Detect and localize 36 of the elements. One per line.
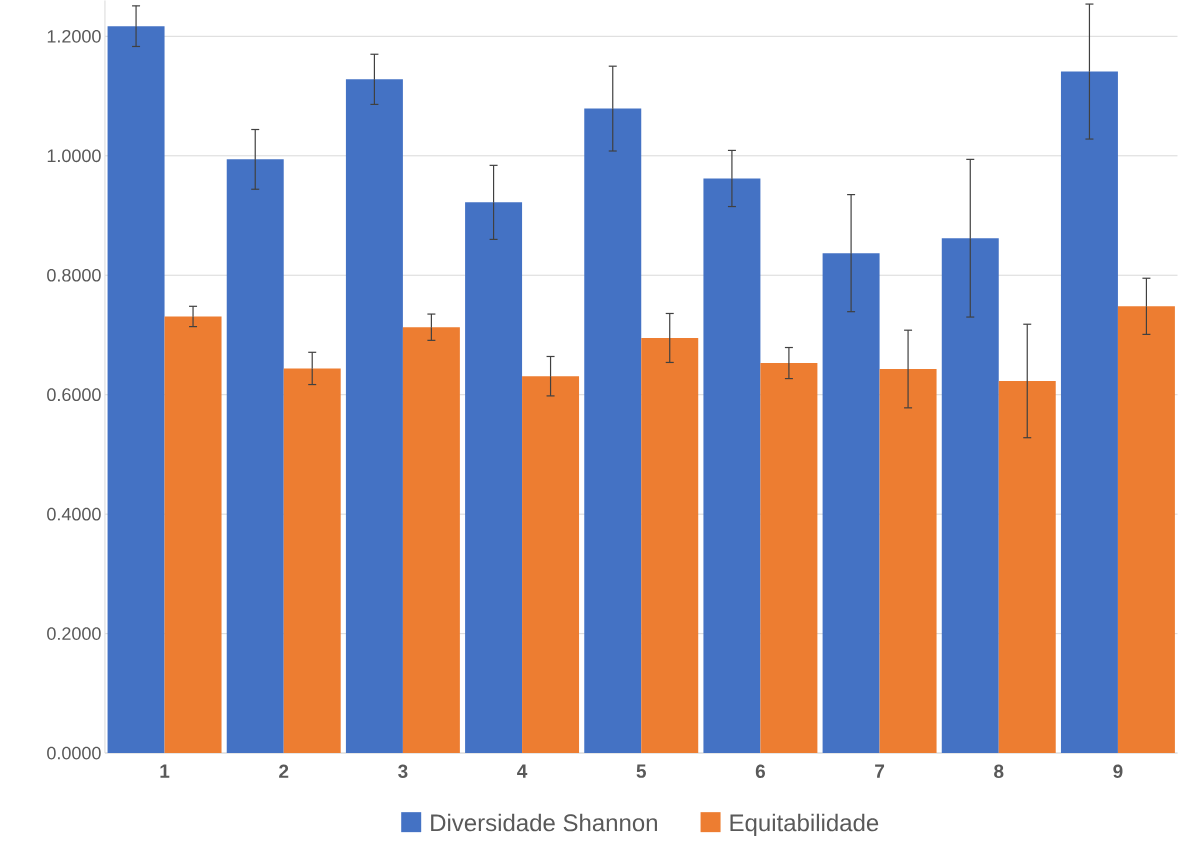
bar <box>522 376 580 754</box>
y-tick-label: 0.2000 <box>47 627 101 640</box>
bar <box>760 363 818 754</box>
legend-label: Equitabilidade <box>730 813 879 837</box>
bar <box>584 108 642 754</box>
x-tick-label: 2 <box>279 764 289 778</box>
y-tick-label: 1.0000 <box>47 149 101 163</box>
y-tick-label: 0.6000 <box>47 388 101 402</box>
bar <box>641 337 699 754</box>
bar <box>164 316 222 754</box>
y-tick-label: 1.2000 <box>47 29 101 43</box>
bar <box>402 327 460 754</box>
x-tick-label: 8 <box>994 764 1004 779</box>
x-tick-label: 4 <box>517 764 528 778</box>
x-tick-label: 3 <box>398 764 408 779</box>
bar <box>226 159 284 754</box>
x-tick-label: 5 <box>636 764 646 778</box>
bar <box>1117 306 1175 754</box>
y-tick-label: 0.4000 <box>47 507 101 521</box>
bar <box>465 202 523 754</box>
bar <box>879 369 937 754</box>
x-tick-label: 9 <box>1113 764 1123 779</box>
x-tick-label: 7 <box>875 764 885 778</box>
bar <box>1060 71 1118 754</box>
y-tick-label: 0.0000 <box>47 746 101 760</box>
legend-label: Diversidade Shannon <box>431 813 657 832</box>
bar <box>703 178 761 754</box>
bar <box>998 380 1056 754</box>
x-tick-label: 1 <box>160 764 170 778</box>
bar <box>107 26 165 754</box>
bar <box>822 253 880 754</box>
bar <box>941 238 999 754</box>
x-tick-label: 6 <box>755 764 765 779</box>
bar <box>283 368 341 754</box>
y-tick-label: 0.8000 <box>47 268 101 282</box>
bar <box>345 79 403 754</box>
